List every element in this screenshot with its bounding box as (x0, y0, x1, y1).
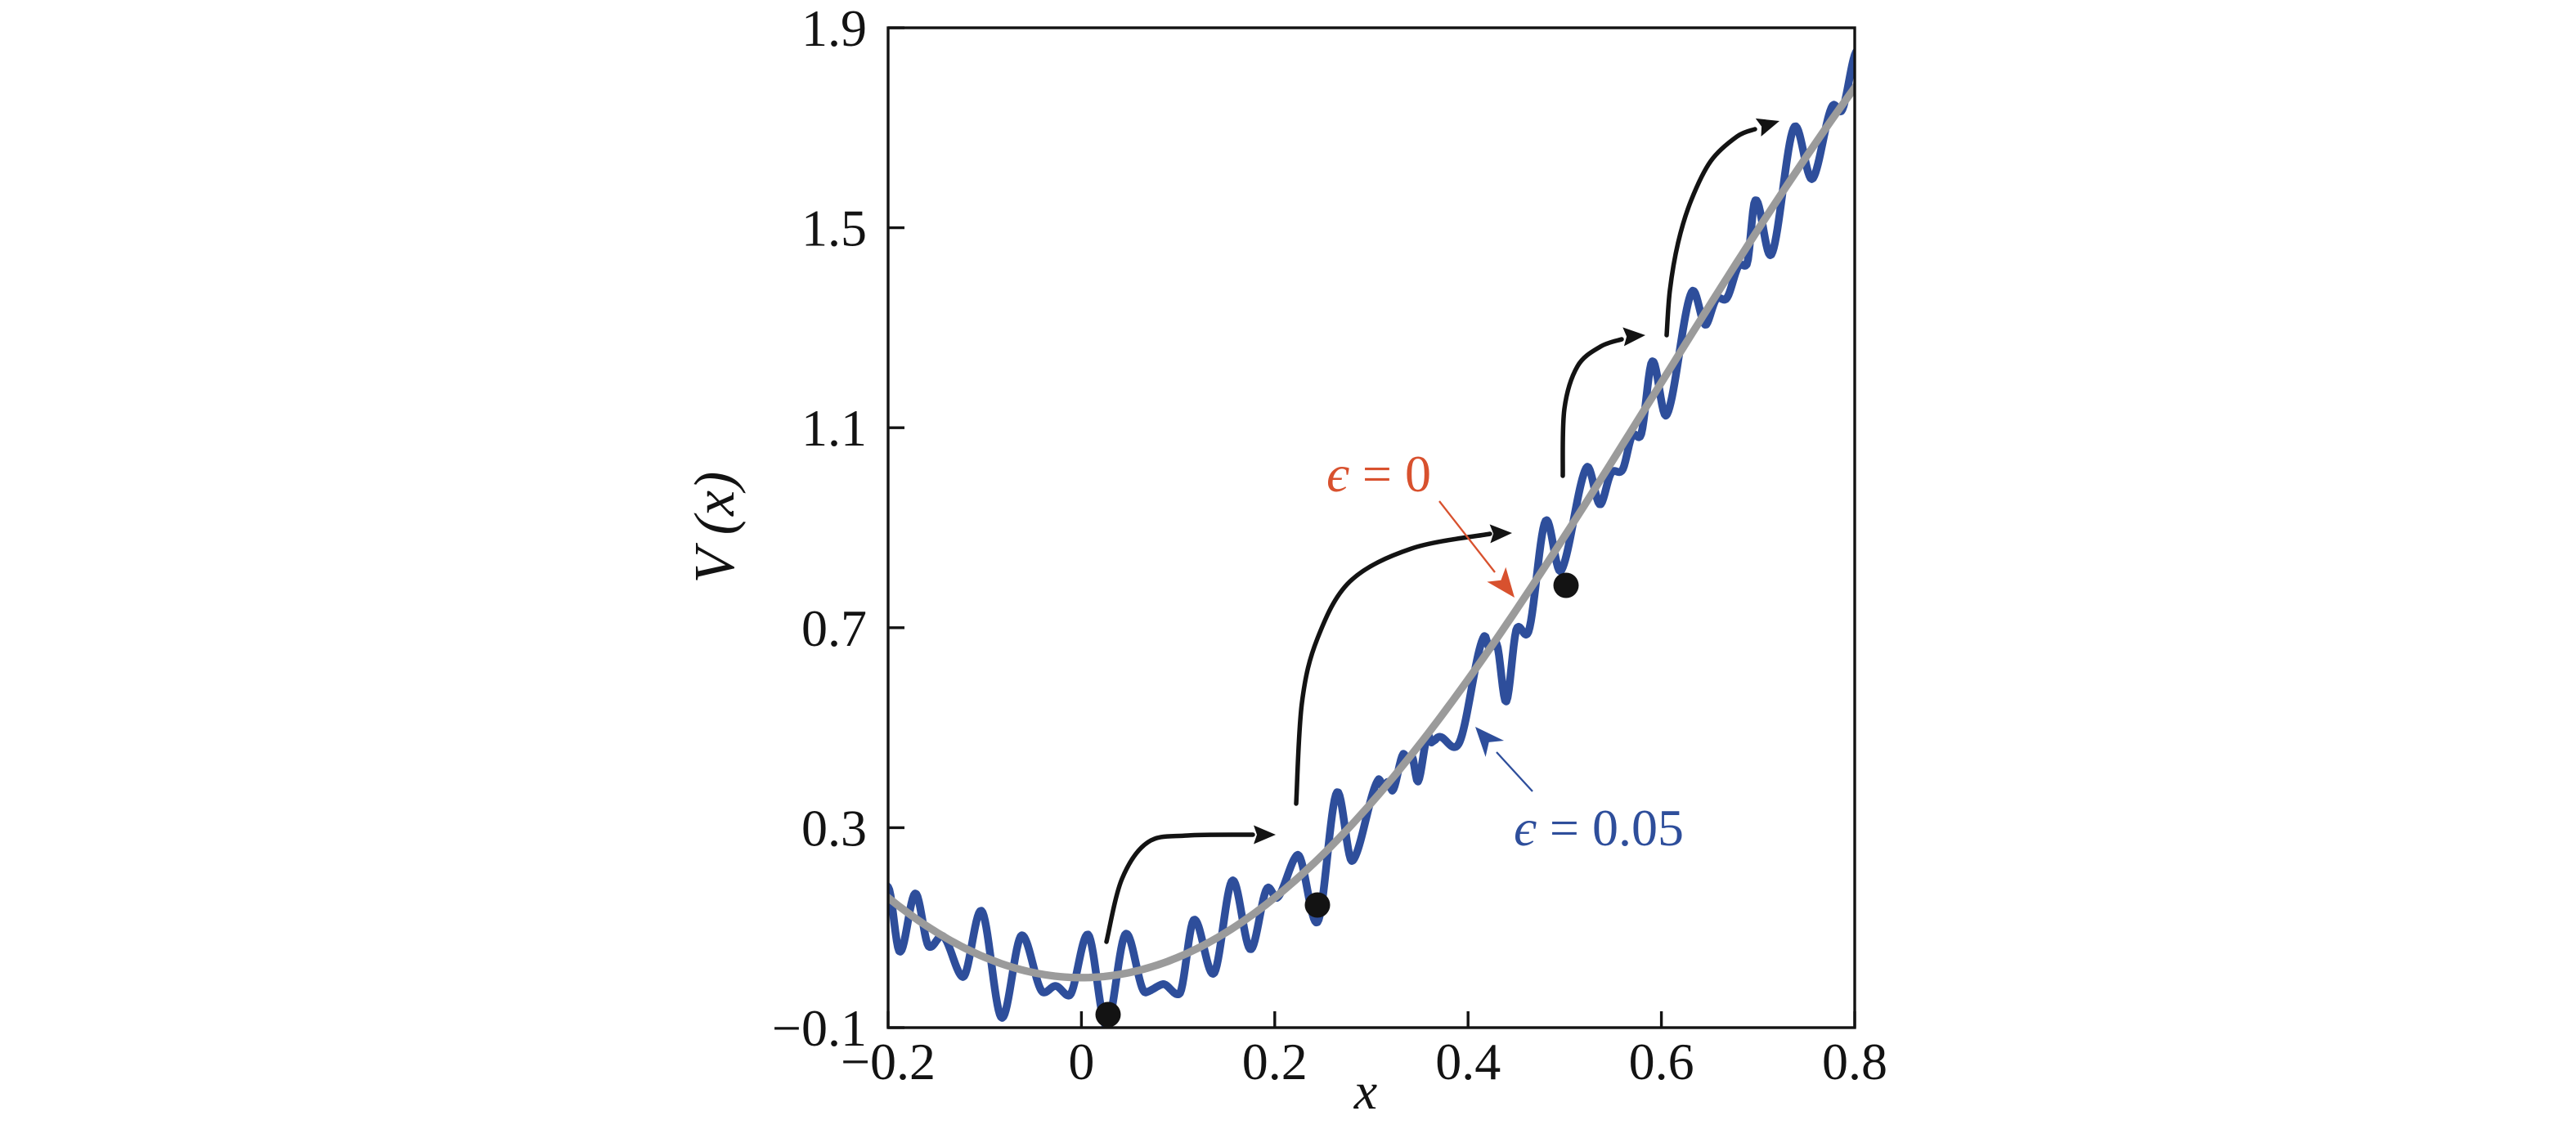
svg-text:0.2: 0.2 (1242, 1033, 1308, 1091)
svg-text:0.8: 0.8 (1822, 1033, 1887, 1091)
svg-text:1.1: 1.1 (801, 399, 867, 457)
svg-text:0.7: 0.7 (801, 599, 867, 657)
svg-text:−0.2: −0.2 (841, 1033, 936, 1091)
svg-text:1.5: 1.5 (801, 199, 867, 258)
svg-text:0.3: 0.3 (801, 799, 867, 857)
svg-text:є = 0.05: є = 0.05 (1514, 799, 1684, 857)
svg-text:1.9: 1.9 (801, 0, 867, 57)
svg-text:x: x (1353, 1062, 1377, 1120)
svg-text:0: 0 (1068, 1033, 1094, 1091)
svg-text:V (x): V (x) (684, 472, 747, 584)
svg-text:0.6: 0.6 (1629, 1033, 1694, 1091)
svg-text:є = 0: є = 0 (1326, 445, 1431, 503)
svg-text:0.4: 0.4 (1435, 1033, 1501, 1091)
svg-text:−0.1: −0.1 (772, 999, 867, 1057)
